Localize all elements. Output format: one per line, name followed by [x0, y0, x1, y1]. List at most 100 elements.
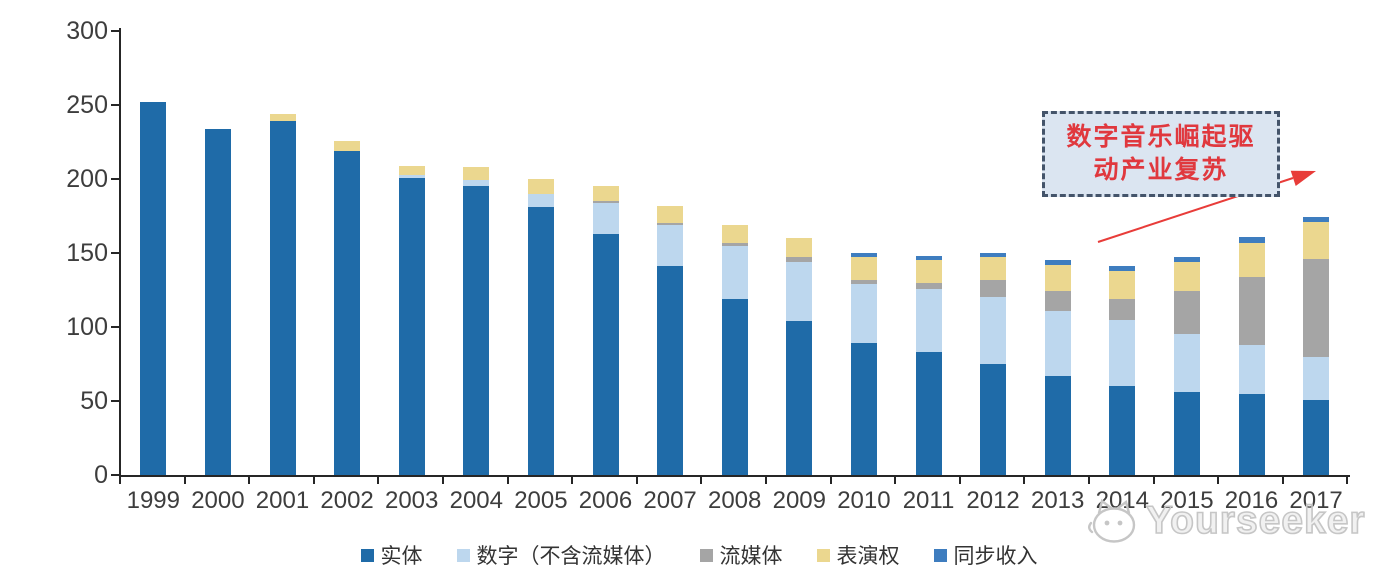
- x-tick-label: 2017: [1289, 487, 1343, 514]
- bar-segment-2008: [721, 298, 748, 475]
- bar-segment-2013: [1044, 310, 1071, 376]
- bar-segment-2008: [721, 224, 748, 243]
- bar-segment-2011: [915, 282, 942, 289]
- bar-segment-2010: [850, 257, 877, 280]
- x-tick-label: 2012: [966, 487, 1020, 514]
- legend-swatch-icon: [933, 548, 947, 562]
- y-tick-label: 50: [80, 387, 108, 415]
- y-tick-mark: [111, 326, 119, 328]
- annotation-box: 数字音乐崛起驱 动产业复苏: [1042, 111, 1280, 197]
- bar-segment-2009: [786, 261, 813, 322]
- x-tick-mark: [1088, 477, 1090, 484]
- x-tick-label: 2000: [191, 487, 245, 514]
- x-tick-label: 2014: [1095, 487, 1149, 514]
- bar-segment-2001: [269, 113, 296, 122]
- y-tick-mark: [111, 104, 119, 106]
- legend-label: 实体: [380, 545, 423, 568]
- x-tick-mark: [571, 477, 573, 484]
- x-tick-mark: [184, 477, 186, 484]
- y-tick-label: 250: [66, 91, 108, 119]
- x-tick-mark: [636, 477, 638, 484]
- bar-segment-2005: [527, 193, 554, 208]
- bar-segment-2005: [527, 207, 554, 475]
- x-tick-label: 2013: [1030, 487, 1085, 514]
- x-tick-label: 2006: [578, 487, 633, 514]
- x-tick-label: 2010: [837, 487, 891, 514]
- legend-swatch-icon: [816, 548, 830, 562]
- annotation-line-1: 数字音乐崛起驱: [1066, 123, 1256, 151]
- bar-segment-2010: [850, 343, 877, 475]
- bar-segment-2006: [592, 201, 619, 203]
- bar-segment-2003: [398, 177, 425, 475]
- x-tick-label: 2007: [643, 487, 697, 514]
- x-tick-label: 2015: [1160, 487, 1214, 514]
- bar-segment-2011: [915, 255, 942, 261]
- bar-segment-2008: [721, 245, 748, 299]
- bar-segment-2007: [657, 223, 684, 225]
- bar-segment-2017: [1303, 399, 1330, 475]
- legend-label: 表演权: [836, 545, 900, 568]
- bar-segment-2005: [527, 179, 554, 194]
- legend-item-0: 实体: [360, 540, 423, 570]
- bar-segment-2001: [269, 121, 296, 475]
- y-tick-mark: [111, 30, 119, 32]
- bar-segment-2014: [1109, 266, 1136, 271]
- bar-segment-2004: [463, 180, 490, 187]
- bar-segment-2014: [1109, 319, 1136, 387]
- bar-segment-2000: [204, 128, 231, 475]
- x-tick-mark: [700, 477, 702, 484]
- bar-segment-2002: [334, 150, 361, 475]
- x-tick-mark: [507, 477, 509, 484]
- x-tick-label: 2016: [1224, 487, 1279, 514]
- x-tick-mark: [1023, 477, 1025, 484]
- bar-segment-2015: [1173, 257, 1200, 262]
- x-tick-mark: [1346, 477, 1348, 484]
- bar-segment-1999: [140, 102, 167, 475]
- bar-segment-2012: [980, 364, 1007, 475]
- x-axis-line: [119, 475, 1350, 477]
- bar-segment-2017: [1303, 217, 1330, 222]
- bar-segment-2016: [1238, 276, 1265, 345]
- bar-segment-2015: [1173, 291, 1200, 335]
- x-tick-mark: [313, 477, 315, 484]
- bar-segment-2014: [1109, 270, 1136, 299]
- legend-swatch-icon: [360, 548, 374, 562]
- bar-segment-2013: [1044, 291, 1071, 311]
- x-tick-label: 2001: [255, 487, 310, 514]
- bar-segment-2014: [1109, 386, 1136, 475]
- bar-segment-2013: [1044, 375, 1071, 475]
- bar-segment-2006: [592, 186, 619, 202]
- bar-segment-2004: [463, 167, 490, 181]
- bar-segment-2016: [1238, 344, 1265, 394]
- bar-segment-2012: [980, 253, 1007, 258]
- bar-segment-2013: [1044, 260, 1071, 265]
- legend-item-1: 数字（不含流媒体）: [456, 540, 666, 570]
- x-tick-label: 2002: [320, 487, 374, 514]
- bar-segment-2012: [980, 279, 1007, 298]
- legend-item-2: 流媒体: [699, 540, 783, 570]
- y-tick-label: 0: [94, 461, 108, 489]
- x-tick-mark: [830, 477, 832, 484]
- y-axis-line: [119, 28, 121, 477]
- bar-segment-2016: [1238, 393, 1265, 475]
- y-tick-label: 300: [66, 17, 108, 45]
- x-tick-mark: [1282, 477, 1284, 484]
- x-tick-mark: [1217, 477, 1219, 484]
- x-tick-label: 2005: [514, 487, 568, 514]
- bar-segment-2009: [786, 238, 813, 258]
- y-tick-mark: [111, 252, 119, 254]
- x-tick-mark: [442, 477, 444, 484]
- bar-segment-2007: [657, 224, 684, 267]
- bar-segment-2015: [1173, 334, 1200, 393]
- bar-segment-2016: [1238, 242, 1265, 277]
- x-tick-label: 2009: [772, 487, 826, 514]
- bar-segment-2003: [398, 165, 425, 175]
- y-tick-label: 100: [66, 313, 108, 341]
- bar-segment-2009: [786, 257, 813, 262]
- bar-segment-2017: [1303, 356, 1330, 400]
- y-tick-label: 150: [66, 239, 108, 267]
- x-tick-mark: [377, 477, 379, 484]
- x-tick-label: 1999: [126, 487, 180, 514]
- x-tick-label: 2008: [707, 487, 762, 514]
